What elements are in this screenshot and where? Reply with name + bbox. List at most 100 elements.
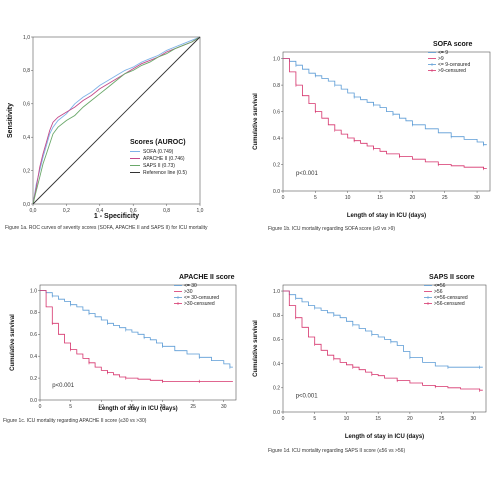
saps-y-tick-label: 0.6 bbox=[273, 337, 280, 343]
sofa-y-tick-label: 0.0 bbox=[273, 189, 280, 195]
apache-x-tick-label: 15 bbox=[129, 404, 135, 410]
sofa-legend-item: >9 bbox=[438, 56, 444, 62]
roc-legend-item: SAPS II (0.73) bbox=[143, 163, 175, 169]
sofa-y-tick-label: 0.4 bbox=[273, 136, 280, 142]
saps-x-tick-label: 5 bbox=[313, 416, 316, 422]
saps-x-tick-label: 15 bbox=[375, 416, 381, 422]
apache-x-tick-label: 0 bbox=[39, 404, 42, 410]
roc-x-tick-label: 0,8 bbox=[163, 208, 170, 214]
apache-p-value: p<0.001 bbox=[52, 383, 75, 389]
sofa-plot-frame bbox=[282, 51, 491, 192]
apache-y-tick-label: 1.0 bbox=[30, 288, 37, 294]
roc-y-tick-label: 0,0 bbox=[23, 202, 30, 208]
roc-y-tick-label: 1,0 bbox=[23, 35, 30, 41]
sofa-x-tick-label: 20 bbox=[410, 195, 416, 201]
sofa-legend-item: >9-censured bbox=[438, 68, 466, 74]
saps-x-tick-label: 30 bbox=[471, 416, 477, 422]
saps-y-axis-label: Cumulative survival bbox=[253, 320, 259, 377]
apache-x-tick-label: 20 bbox=[160, 404, 166, 410]
apache-plot-frame bbox=[39, 284, 237, 401]
saps-x-tick-label: 20 bbox=[407, 416, 413, 422]
saps-legend-item: <=56 bbox=[434, 283, 446, 289]
apache-chart: 0 5 10 15 20 25 30 0.0 0.2 0.4 0.6 0.8 1.0 Length of … bbox=[3, 274, 237, 424]
roc-legend-title: Scores (AUROC) bbox=[130, 139, 186, 146]
roc-x-tick-label: 1,0 bbox=[197, 208, 204, 214]
apache-y-axis-label: Cumulative survival bbox=[10, 314, 16, 371]
apache-y-tick-label: 0.0 bbox=[30, 398, 37, 404]
saps-x-tick-label: 0 bbox=[282, 416, 285, 422]
saps-legend-title: SAPS II score bbox=[429, 274, 475, 281]
roc-x-tick-label: 0,0 bbox=[30, 208, 37, 214]
roc-legend-item: SOFA (0.749) bbox=[143, 149, 174, 155]
sofa-x-tick-label: 15 bbox=[377, 195, 383, 201]
roc-y-tick-label: 0,6 bbox=[23, 102, 30, 108]
roc-x-tick-label: 0,2 bbox=[63, 208, 70, 214]
apache-caption: Figure 1c. ICU mortality regarding APACH… bbox=[3, 418, 147, 424]
sofa-p-value: p<0.001 bbox=[296, 171, 319, 177]
roc-x-tick-label: 0,4 bbox=[96, 208, 103, 214]
saps-caption: Figure 1d. ICU mortality regarding SAPS … bbox=[268, 448, 405, 454]
sofa-x-tick-label: 0 bbox=[282, 195, 285, 201]
sofa-x-tick-label: 10 bbox=[345, 195, 351, 201]
sofa-x-axis-label: Length of stay in ICU (days) bbox=[347, 213, 426, 219]
roc-y-tick-label: 0,8 bbox=[23, 68, 30, 74]
roc-legend-item: APACHE II (0.746) bbox=[143, 156, 185, 162]
apache-y-tick-label: 0.2 bbox=[30, 376, 37, 382]
sofa-caption: Figure 1b. ICU mortality regarding SOFA … bbox=[268, 226, 395, 232]
roc-x-axis-label: 1 - Specificity bbox=[94, 213, 139, 220]
apache-legend-title: APACHE II score bbox=[179, 274, 235, 281]
sofa-x-tick-label: 25 bbox=[442, 195, 448, 201]
saps-y-tick-label: 0.2 bbox=[273, 386, 280, 392]
apache-legend-item: <= 30 bbox=[184, 283, 197, 289]
sofa-y-tick-label: 1.0 bbox=[273, 56, 280, 62]
apache-x-tick-label: 30 bbox=[221, 404, 227, 410]
sofa-y-tick-label: 0.6 bbox=[273, 109, 280, 115]
roc-series-line-2 bbox=[32, 36, 201, 205]
sofa-y-tick-label: 0.2 bbox=[273, 162, 280, 168]
apache-x-tick-label: 25 bbox=[190, 404, 196, 410]
saps-y-tick-label: 0.4 bbox=[273, 361, 280, 367]
apache-legend-item: <= 30-censured bbox=[184, 295, 219, 301]
roc-plot-frame bbox=[32, 36, 201, 205]
sofa-x-tick-label: 30 bbox=[474, 195, 480, 201]
saps-chart: 0 5 10 15 20 25 30 0.0 0.2 0.4 0.6 0.8 1.0 Length of … bbox=[253, 274, 487, 454]
roc-caption: Figure 1a. ROC curves of severity scores… bbox=[5, 225, 208, 231]
saps-legend-item: >56-censured bbox=[434, 301, 465, 307]
saps-y-tick-label: 1.0 bbox=[273, 289, 280, 295]
saps-series-line-0 bbox=[283, 290, 483, 368]
apache-x-axis-label: Length of stay in ICU (days) bbox=[98, 406, 177, 412]
saps-x-tick-label: 10 bbox=[344, 416, 350, 422]
sofa-series-line-0 bbox=[283, 58, 487, 146]
sofa-legend-item: <= 9-censured bbox=[438, 62, 470, 68]
roc-x-tick-label: 0,6 bbox=[130, 208, 137, 214]
apache-x-tick-label: 5 bbox=[69, 404, 72, 410]
sofa-y-tick-label: 0.8 bbox=[273, 83, 280, 89]
sofa-y-axis-label: Cumulative survival bbox=[253, 93, 259, 150]
roc-legend-item: Reference line (0.5) bbox=[143, 170, 187, 176]
roc-series-line-0 bbox=[32, 36, 201, 205]
roc-series-line-1 bbox=[32, 36, 201, 205]
apache-y-tick-label: 0.6 bbox=[30, 332, 37, 338]
roc-y-axis-label: Sensitivity bbox=[7, 103, 14, 138]
sofa-chart: 0 5 10 15 20 25 30 0.0 0.2 0.4 0.6 0.8 1.0 Length of … bbox=[253, 41, 491, 232]
saps-legend-item: <=56-censured bbox=[434, 295, 468, 301]
apache-y-tick-label: 0.4 bbox=[30, 354, 37, 360]
roc-chart: 0,0 0,2 0,4 0,6 0,8 1,0 0,0 0,2 0,4 0,6 0,8 1,0 1 - … bbox=[5, 35, 208, 231]
saps-p-value: p<0.001 bbox=[296, 393, 319, 399]
sofa-x-tick-label: 5 bbox=[314, 195, 317, 201]
apache-series-line-0 bbox=[40, 290, 233, 368]
roc-y-tick-label: 0,4 bbox=[23, 135, 30, 141]
apache-legend-item: >30-censured bbox=[184, 301, 215, 307]
roc-y-tick-label: 0,2 bbox=[23, 168, 30, 174]
saps-legend-item: >56 bbox=[434, 289, 443, 295]
saps-y-tick-label: 0.8 bbox=[273, 313, 280, 319]
apache-legend-item: >30 bbox=[184, 289, 193, 295]
sofa-series-line-1 bbox=[283, 58, 487, 169]
roc-series-line-3 bbox=[32, 36, 201, 205]
sofa-legend-title: SOFA score bbox=[433, 41, 473, 48]
saps-x-tick-label: 25 bbox=[439, 416, 445, 422]
sofa-legend-item: <= 9 bbox=[438, 50, 448, 56]
saps-plot-frame bbox=[282, 284, 487, 413]
apache-x-tick-label: 10 bbox=[98, 404, 104, 410]
